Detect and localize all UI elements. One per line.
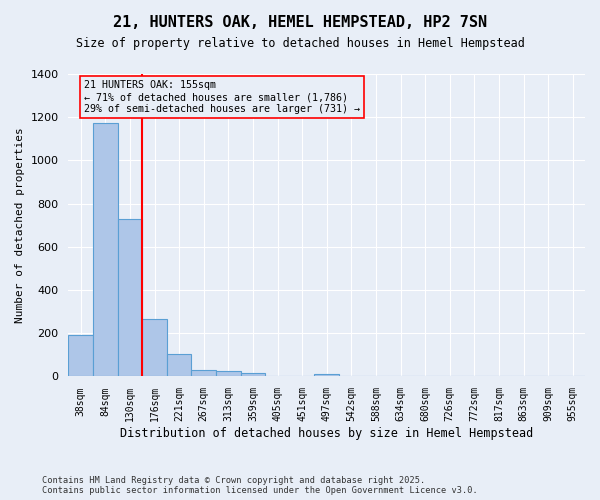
Bar — [314, 374, 339, 376]
Text: 21, HUNTERS OAK, HEMEL HEMPSTEAD, HP2 7SN: 21, HUNTERS OAK, HEMEL HEMPSTEAD, HP2 7S… — [113, 15, 487, 30]
Bar — [93, 122, 118, 376]
Y-axis label: Number of detached properties: Number of detached properties — [15, 128, 25, 323]
Bar — [191, 370, 216, 376]
Text: Contains HM Land Registry data © Crown copyright and database right 2025.
Contai: Contains HM Land Registry data © Crown c… — [42, 476, 478, 495]
Bar — [216, 371, 241, 376]
Text: 21 HUNTERS OAK: 155sqm
← 71% of detached houses are smaller (1,786)
29% of semi-: 21 HUNTERS OAK: 155sqm ← 71% of detached… — [85, 80, 361, 114]
Bar — [68, 336, 93, 376]
Bar — [241, 373, 265, 376]
Bar — [167, 354, 191, 376]
Bar — [118, 219, 142, 376]
Text: Size of property relative to detached houses in Hemel Hempstead: Size of property relative to detached ho… — [76, 38, 524, 51]
X-axis label: Distribution of detached houses by size in Hemel Hempstead: Distribution of detached houses by size … — [120, 427, 533, 440]
Bar — [142, 319, 167, 376]
